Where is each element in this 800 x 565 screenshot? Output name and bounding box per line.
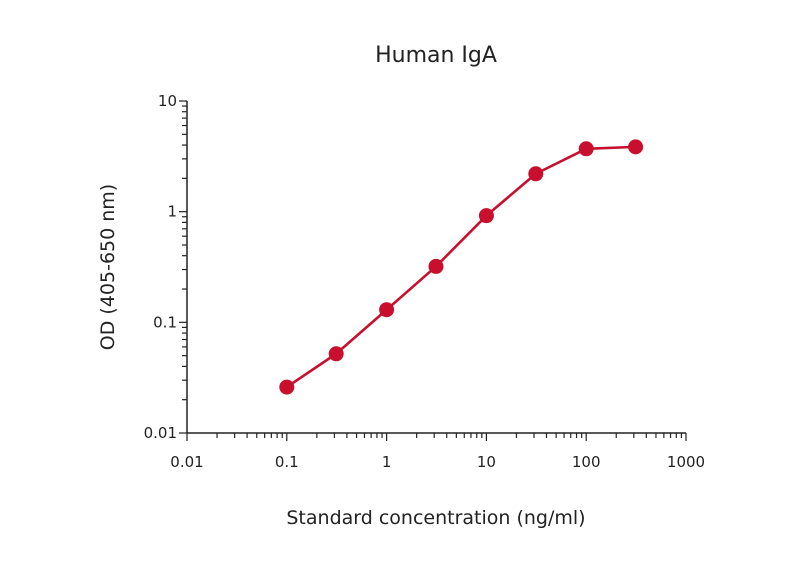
series-line bbox=[286, 145, 636, 389]
x-tick-label: 0.1 bbox=[275, 453, 299, 471]
data-point bbox=[328, 346, 344, 362]
data-point bbox=[379, 302, 395, 318]
x-tick-label: 10 bbox=[477, 453, 496, 471]
data-point bbox=[628, 139, 644, 155]
data-point bbox=[478, 208, 494, 224]
y-tick-label: 0.1 bbox=[153, 313, 177, 331]
x-tick-label: 0.01 bbox=[170, 453, 203, 471]
data-point bbox=[578, 141, 594, 157]
x-tick-label: 100 bbox=[572, 453, 601, 471]
y-axis-label: OD (405-650 nm) bbox=[97, 184, 119, 350]
x-axis-label: Standard concentration (ng/ml) bbox=[286, 507, 585, 529]
chart-title: Human IgA bbox=[375, 43, 497, 68]
y-tick-label: 0.01 bbox=[144, 424, 177, 442]
series bbox=[279, 139, 644, 395]
data-point bbox=[528, 166, 544, 182]
x-tick-label: 1000 bbox=[667, 453, 705, 471]
y-tick-label: 1 bbox=[167, 203, 177, 221]
data-point bbox=[428, 258, 444, 274]
data-point bbox=[279, 379, 295, 395]
y-tick-label: 10 bbox=[158, 92, 177, 110]
ticks: 0.01 0.1 1 10 100 1000 0.01 0.1 1 10 bbox=[144, 92, 706, 471]
axes bbox=[186, 101, 686, 434]
x-tick-label: 1 bbox=[382, 453, 392, 471]
